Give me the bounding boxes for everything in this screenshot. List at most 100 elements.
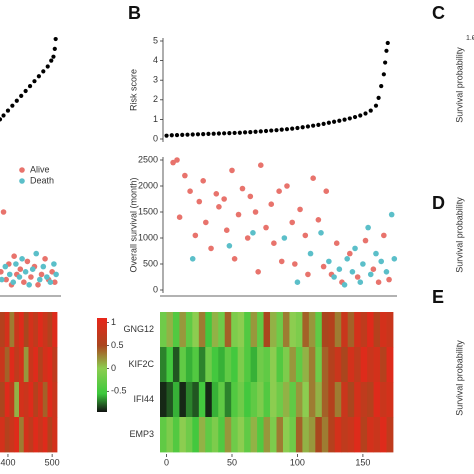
heatmap-cell — [244, 382, 252, 418]
y-tick-label: 1500 — [138, 206, 158, 216]
point — [38, 271, 45, 278]
y-tick-label: 0 — [153, 284, 158, 294]
heatmap-cell — [380, 312, 387, 348]
heatmap-cell — [28, 417, 34, 453]
heatmap-cell — [257, 312, 264, 348]
heatmap-cell — [308, 382, 316, 418]
point — [13, 261, 19, 267]
point — [347, 116, 352, 121]
heatmap-cell — [172, 382, 180, 418]
point — [276, 188, 282, 194]
point — [35, 282, 41, 288]
y-tick-label: 500 — [143, 258, 158, 268]
heatmap-cell — [334, 382, 342, 418]
row-label: EMP3 — [129, 429, 154, 439]
heatmap-cell — [205, 312, 213, 348]
heatmap-cell — [360, 347, 368, 383]
point — [239, 185, 246, 192]
point — [0, 276, 5, 283]
heatmap-cell — [179, 417, 187, 453]
heatmap-cell — [244, 312, 252, 348]
heatmap-cell — [19, 382, 25, 418]
heatmap-cell — [360, 417, 368, 453]
heatmap-cell — [347, 417, 355, 453]
point — [174, 157, 180, 163]
heatmap-cell — [28, 312, 34, 348]
heatmap-cell — [192, 382, 200, 418]
heatmap-cell — [185, 347, 193, 383]
heatmap-cell — [321, 382, 329, 418]
panel-label: D — [432, 193, 445, 213]
y-tick-label: 2000 — [138, 180, 158, 190]
point — [190, 132, 195, 137]
heatmap-cell — [315, 382, 323, 418]
heatmap-cell — [328, 382, 336, 418]
heatmap-cell — [42, 347, 48, 383]
heatmap-cell — [231, 417, 239, 453]
heatmap-cell — [179, 382, 187, 418]
point — [316, 122, 321, 127]
heatmap-cell — [386, 312, 394, 348]
heatmap-cell — [334, 312, 342, 348]
heatmap-cell — [237, 347, 245, 383]
point — [196, 198, 203, 205]
heatmap-cell — [367, 312, 374, 348]
heatmap-cell — [38, 382, 44, 418]
point — [44, 274, 50, 280]
point — [216, 204, 222, 210]
point — [247, 193, 254, 200]
point — [252, 209, 259, 215]
heatmap-cell — [172, 312, 180, 348]
heatmap-cell — [160, 382, 167, 418]
row-label: IFI44 — [133, 394, 154, 404]
y-tick-label: 5 — [153, 35, 158, 45]
point — [235, 211, 242, 218]
point — [164, 133, 169, 138]
point — [49, 58, 54, 63]
heatmap-cell — [179, 312, 187, 348]
point — [365, 224, 371, 231]
point — [381, 232, 387, 239]
heatmap-cell — [347, 382, 355, 418]
heatmap-cell — [0, 382, 6, 418]
point — [347, 250, 353, 257]
point — [192, 232, 199, 239]
heatmap-cell — [4, 417, 10, 453]
heatmap-cell — [250, 347, 258, 383]
point — [373, 103, 379, 108]
point — [221, 196, 227, 202]
heatmap-cell — [302, 417, 310, 453]
heatmap-cell — [218, 417, 226, 453]
point — [28, 274, 34, 280]
point — [33, 250, 40, 257]
point — [10, 103, 15, 108]
point — [231, 255, 238, 262]
heatmap-cell — [295, 382, 303, 418]
y-tick-label: 4 — [153, 55, 158, 65]
point — [258, 129, 263, 134]
point — [203, 219, 209, 226]
point — [269, 128, 274, 133]
heatmap-cell — [33, 312, 39, 348]
heatmap-cell — [42, 312, 48, 348]
heatmap-cell — [0, 312, 6, 348]
point — [227, 131, 232, 136]
point — [5, 108, 11, 113]
point — [379, 83, 384, 89]
heatmap-cell — [270, 382, 277, 418]
point — [49, 269, 55, 275]
y-axis-label: Survival probability — [454, 340, 464, 416]
heatmap-cell — [257, 417, 264, 453]
heatmap-cell — [211, 347, 219, 383]
point — [381, 72, 386, 77]
point — [326, 258, 332, 265]
heatmap-cell — [380, 417, 387, 453]
heatmap-cell — [367, 382, 374, 418]
heatmap-cell — [218, 382, 226, 418]
heatmap-cell — [354, 312, 362, 348]
legend-marker — [19, 167, 25, 173]
point — [6, 271, 13, 278]
heatmap-cell — [380, 382, 387, 418]
heatmap-cell — [289, 417, 297, 453]
y-tick-label: 3 — [153, 75, 158, 85]
